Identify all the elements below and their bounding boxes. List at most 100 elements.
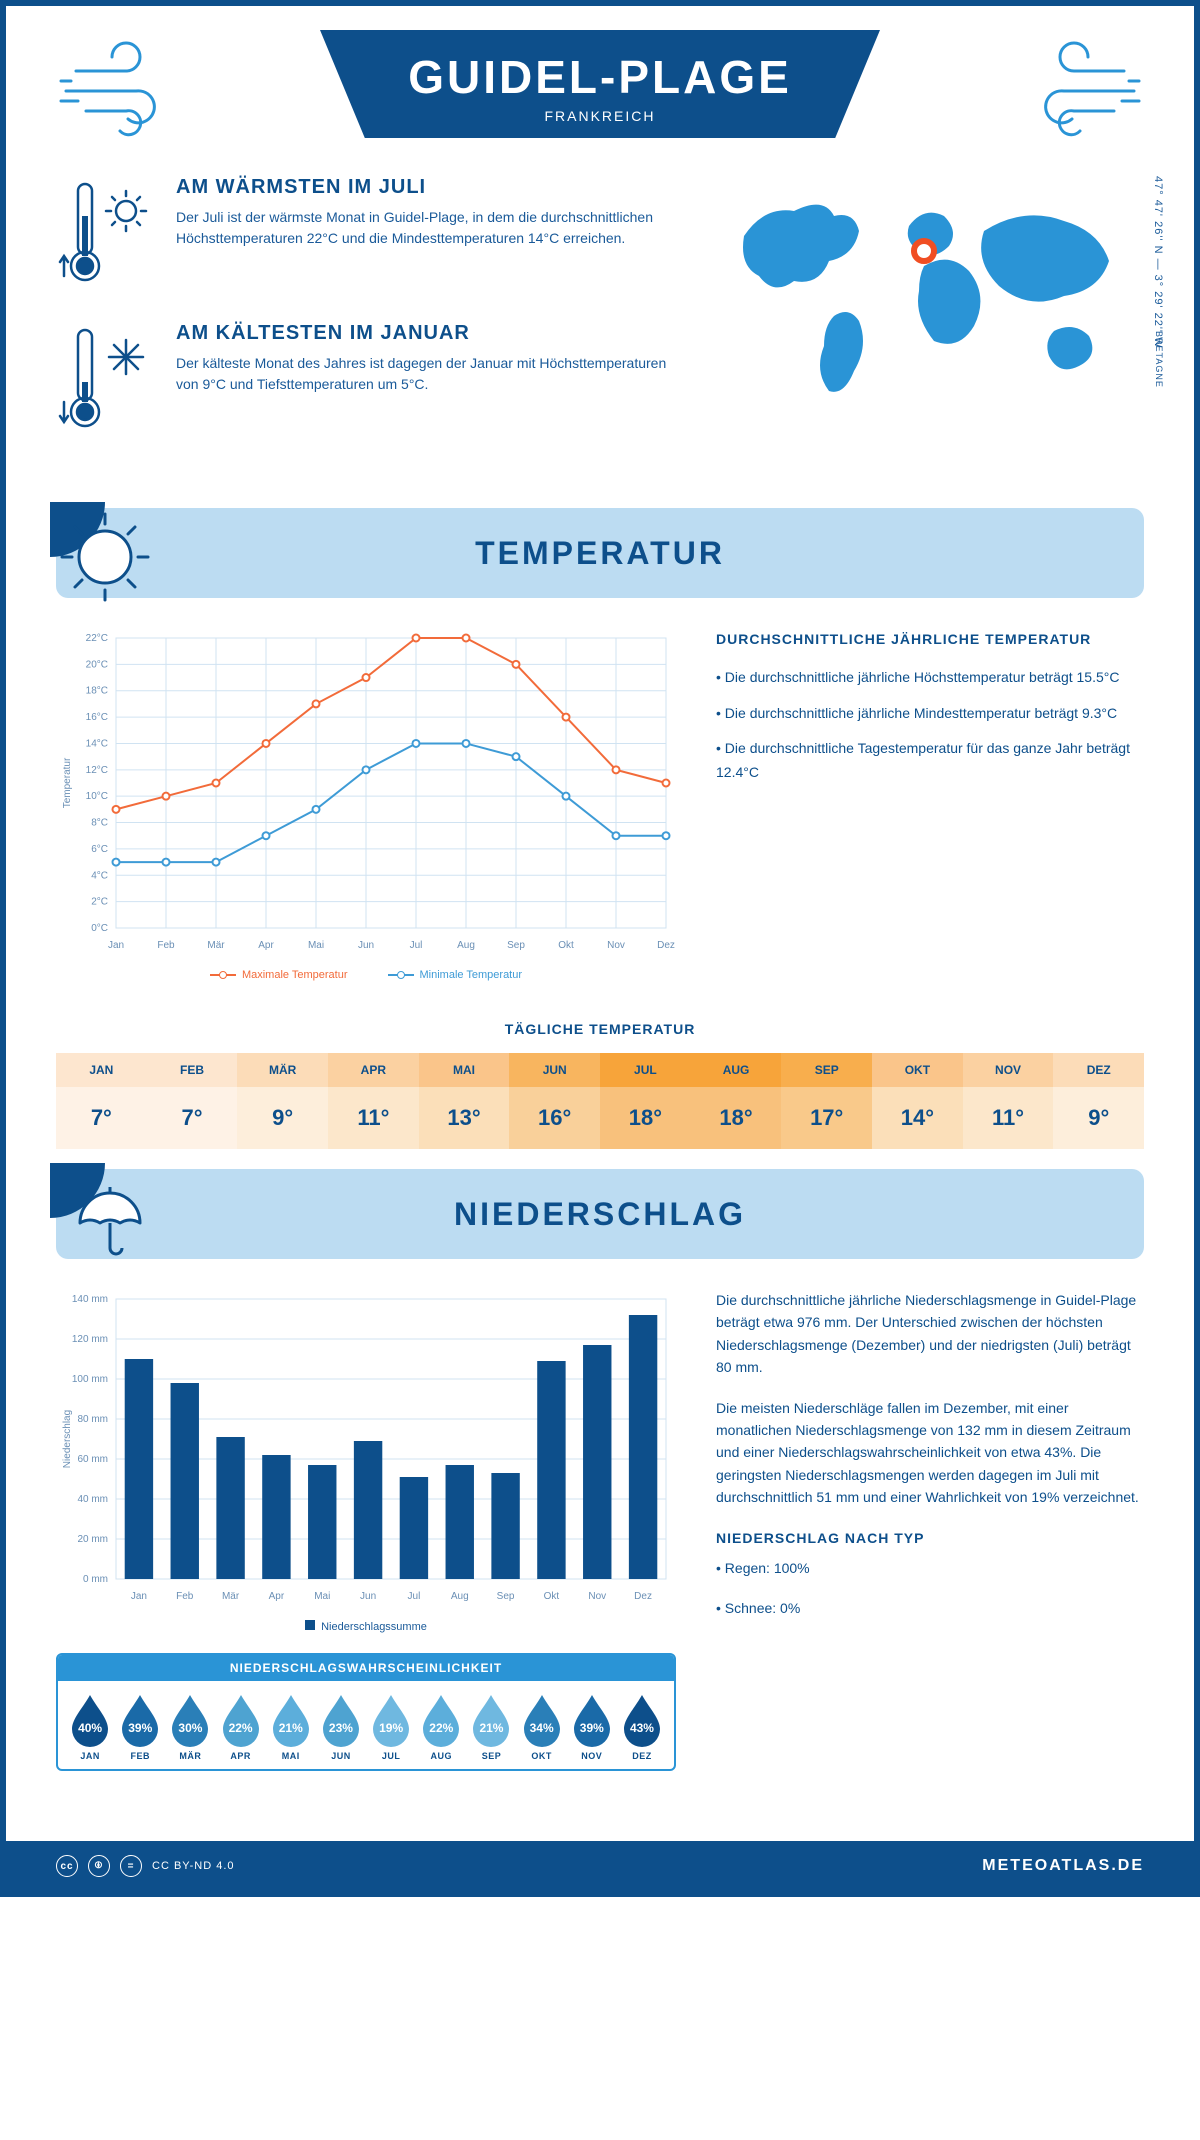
wind-icon bbox=[56, 36, 196, 146]
svg-text:0 mm: 0 mm bbox=[83, 1574, 108, 1585]
svg-text:Jul: Jul bbox=[408, 1591, 421, 1602]
temp-col: MÄR9° bbox=[237, 1053, 328, 1149]
temp-col: AUG18° bbox=[691, 1053, 782, 1149]
world-map: 47° 47' 26'' N — 3° 29' 22'' W BRETAGNE bbox=[714, 176, 1144, 468]
drop-cell: 19%JUL bbox=[367, 1693, 415, 1761]
temp-col: NOV11° bbox=[963, 1053, 1054, 1149]
svg-text:12°C: 12°C bbox=[86, 765, 108, 776]
svg-text:Dez: Dez bbox=[657, 940, 675, 951]
temp-col: JUN16° bbox=[509, 1053, 600, 1149]
svg-text:Temperatur: Temperatur bbox=[62, 757, 73, 808]
intro-section: AM WÄRMSTEN IM JULI Der Juli ist der wär… bbox=[56, 176, 1144, 468]
precipitation-bar-chart: 0 mm20 mm40 mm60 mm80 mm100 mm120 mm140 … bbox=[56, 1289, 676, 1771]
svg-text:Sep: Sep bbox=[497, 1591, 515, 1602]
temperature-line-chart: 0°C 2°C 4°C 6°C 8°C 10°C 12°C 14°C 16°C 18°C 20°C 2… bbox=[56, 628, 676, 981]
title-ribbon: GUIDEL-PLAGE FRANKREICH bbox=[320, 30, 880, 138]
svg-text:140 mm: 140 mm bbox=[72, 1294, 108, 1305]
svg-text:60 mm: 60 mm bbox=[77, 1454, 108, 1465]
thermometer-cold-icon bbox=[56, 322, 156, 442]
svg-text:Nov: Nov bbox=[607, 940, 625, 951]
svg-text:Jul: Jul bbox=[410, 940, 423, 951]
temp-col: DEZ9° bbox=[1053, 1053, 1144, 1149]
drop-cell: 39%FEB bbox=[116, 1693, 164, 1761]
svg-text:100 mm: 100 mm bbox=[72, 1374, 108, 1385]
precipitation-summary: Die durchschnittliche jährliche Niedersc… bbox=[716, 1289, 1144, 1638]
temp-col: SEP17° bbox=[781, 1053, 872, 1149]
precipitation-title: NIEDERSCHLAG bbox=[56, 1196, 1144, 1233]
svg-text:20 mm: 20 mm bbox=[77, 1534, 108, 1545]
page-title: GUIDEL-PLAGE bbox=[400, 50, 800, 104]
svg-text:Okt: Okt bbox=[558, 940, 574, 951]
svg-text:18°C: 18°C bbox=[86, 686, 108, 697]
svg-text:Okt: Okt bbox=[544, 1591, 560, 1602]
temp-col: MAI13° bbox=[419, 1053, 510, 1149]
drop-cell: 34%OKT bbox=[518, 1693, 566, 1761]
drop-cell: 21%SEP bbox=[467, 1693, 515, 1761]
sun-icon bbox=[50, 502, 160, 612]
temp-col: APR11° bbox=[328, 1053, 419, 1149]
footer: cc 🅯 = CC BY-ND 4.0 METEOATLAS.DE bbox=[6, 1841, 1194, 1891]
svg-text:Nov: Nov bbox=[588, 1591, 606, 1602]
precipitation-banner: NIEDERSCHLAG bbox=[56, 1169, 1144, 1259]
warmest-title: AM WÄRMSTEN IM JULI bbox=[176, 176, 674, 199]
temperature-summary: DURCHSCHNITTLICHE JÄHRLICHE TEMPERATUR •… bbox=[716, 628, 1144, 797]
umbrella-icon bbox=[50, 1163, 160, 1273]
drop-cell: 23%JUN bbox=[317, 1693, 365, 1761]
svg-text:Mär: Mär bbox=[222, 1591, 240, 1602]
svg-text:Apr: Apr bbox=[269, 1591, 285, 1602]
warmest-block: AM WÄRMSTEN IM JULI Der Juli ist der wär… bbox=[56, 176, 674, 296]
cc-icon: cc bbox=[56, 1855, 78, 1877]
svg-text:22°C: 22°C bbox=[86, 633, 108, 644]
thermometer-hot-icon bbox=[56, 176, 156, 296]
svg-text:Jun: Jun bbox=[358, 940, 374, 951]
license-text: CC BY-ND 4.0 bbox=[152, 1860, 235, 1872]
temp-col: JAN7° bbox=[56, 1053, 147, 1149]
svg-text:Mär: Mär bbox=[207, 940, 225, 951]
warmest-body: Der Juli ist der wärmste Monat in Guidel… bbox=[176, 207, 674, 249]
daily-temp-table: JAN7°FEB7°MÄR9°APR11°MAI13°JUN16°JUL18°A… bbox=[56, 1053, 1144, 1149]
svg-text:4°C: 4°C bbox=[91, 870, 108, 881]
svg-text:6°C: 6°C bbox=[91, 844, 108, 855]
temp-col: OKT14° bbox=[872, 1053, 963, 1149]
coordinates: 47° 47' 26'' N — 3° 29' 22'' W bbox=[1152, 176, 1164, 348]
wind-icon bbox=[1004, 36, 1144, 146]
drop-cell: 40%JAN bbox=[66, 1693, 114, 1761]
region: BRETAGNE bbox=[1154, 331, 1164, 388]
svg-text:120 mm: 120 mm bbox=[72, 1334, 108, 1345]
drop-cell: 21%MAI bbox=[267, 1693, 315, 1761]
temperature-title: TEMPERATUR bbox=[56, 535, 1144, 572]
daily-temp-title: TÄGLICHE TEMPERATUR bbox=[56, 1021, 1144, 1037]
svg-text:20°C: 20°C bbox=[86, 659, 108, 670]
drop-cell: 43%DEZ bbox=[618, 1693, 666, 1761]
svg-text:8°C: 8°C bbox=[91, 818, 108, 829]
drop-cell: 22%AUG bbox=[417, 1693, 465, 1761]
svg-text:0°C: 0°C bbox=[91, 923, 108, 934]
temp-col: JUL18° bbox=[600, 1053, 691, 1149]
svg-text:Aug: Aug bbox=[457, 940, 475, 951]
svg-text:40 mm: 40 mm bbox=[77, 1494, 108, 1505]
drop-cell: 22%APR bbox=[217, 1693, 265, 1761]
svg-text:10°C: 10°C bbox=[86, 791, 108, 802]
svg-text:Mai: Mai bbox=[314, 1591, 330, 1602]
coldest-title: AM KÄLTESTEN IM JANUAR bbox=[176, 322, 674, 345]
svg-text:2°C: 2°C bbox=[91, 897, 108, 908]
svg-text:14°C: 14°C bbox=[86, 738, 108, 749]
svg-text:Aug: Aug bbox=[451, 1591, 469, 1602]
svg-text:Sep: Sep bbox=[507, 940, 525, 951]
coldest-body: Der kälteste Monat des Jahres ist dagege… bbox=[176, 353, 674, 395]
site-name: METEOATLAS.DE bbox=[982, 1857, 1144, 1875]
header: GUIDEL-PLAGE FRANKREICH bbox=[56, 6, 1144, 166]
svg-text:16°C: 16°C bbox=[86, 712, 108, 723]
drop-cell: 39%NOV bbox=[568, 1693, 616, 1761]
svg-text:Jan: Jan bbox=[108, 940, 124, 951]
temperature-banner: TEMPERATUR bbox=[56, 508, 1144, 598]
nd-icon: = bbox=[120, 1855, 142, 1877]
page-subtitle: FRANKREICH bbox=[400, 108, 800, 124]
precipitation-probability-panel: NIEDERSCHLAGSWAHRSCHEINLICHKEIT 40%JAN39… bbox=[56, 1653, 676, 1771]
svg-text:Mai: Mai bbox=[308, 940, 324, 951]
svg-text:Feb: Feb bbox=[157, 940, 175, 951]
svg-text:Dez: Dez bbox=[634, 1591, 652, 1602]
svg-text:Niederschlag: Niederschlag bbox=[62, 1410, 73, 1468]
by-icon: 🅯 bbox=[88, 1855, 110, 1877]
svg-text:Feb: Feb bbox=[176, 1591, 194, 1602]
